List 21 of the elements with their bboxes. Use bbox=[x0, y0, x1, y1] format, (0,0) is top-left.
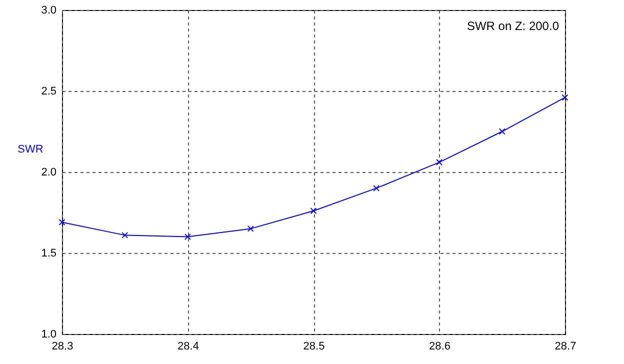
y-tick-label: 2.5 bbox=[41, 86, 56, 98]
annotation: SWR on Z: 200.0 bbox=[466, 19, 560, 33]
x-tick-label: 28.4 bbox=[178, 340, 199, 352]
point bbox=[373, 184, 380, 192]
point bbox=[122, 232, 128, 238]
y-tick-label: 2.0 bbox=[41, 166, 56, 178]
point bbox=[498, 128, 506, 135]
y-tick-label: 3.0 bbox=[41, 4, 56, 16]
x-tick-label: 28.6 bbox=[429, 340, 450, 352]
y-axis-title: SWR bbox=[18, 144, 44, 156]
point bbox=[562, 94, 568, 101]
point bbox=[58, 218, 66, 226]
point bbox=[184, 234, 191, 240]
y-tick-label: 1.0 bbox=[41, 328, 56, 340]
y-tick-label: 1.5 bbox=[41, 248, 56, 260]
point bbox=[436, 159, 442, 166]
point bbox=[247, 225, 254, 232]
x-tick-label: 28.3 bbox=[52, 340, 74, 352]
point bbox=[310, 208, 317, 214]
x-tick-label: 28.7 bbox=[554, 340, 576, 352]
x-tick-label: 28.5 bbox=[303, 340, 325, 352]
